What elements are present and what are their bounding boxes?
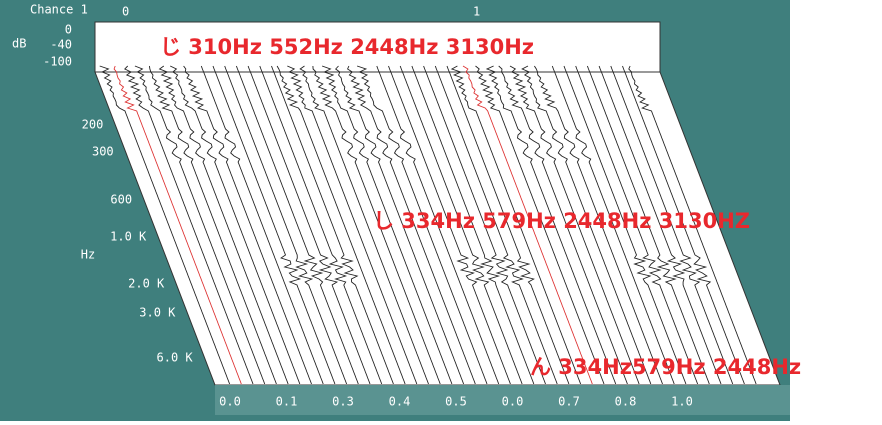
marker-label: 1 <box>473 5 480 19</box>
page: {"header": {"channel": "Chance 1", "mark… <box>0 0 882 421</box>
freq-label: 600 <box>110 193 132 207</box>
freq-label: 1.0 K <box>110 230 147 244</box>
db-label: -40 <box>50 38 72 52</box>
time-label: 1.0 <box>671 395 693 409</box>
annotation: ん 334Hz579Hz 2448Hz <box>530 355 801 379</box>
channel-label: Chance 1 <box>30 3 88 17</box>
db-label: 0 <box>65 23 72 37</box>
time-label: 0.0 <box>219 395 241 409</box>
time-label: 0.5 <box>445 395 467 409</box>
db-label: -100 <box>43 55 72 69</box>
time-label: 0.3 <box>332 395 354 409</box>
annotation: じ 310Hz 552Hz 2448Hz 3130Hz <box>160 35 534 59</box>
freq-label: 200 <box>82 118 104 132</box>
freq-label: 2.0 K <box>128 277 165 291</box>
time-label: 0.4 <box>389 395 411 409</box>
annotation: し 334Hz 579Hz 2448Hz 3130HZ <box>373 209 750 233</box>
db-unit: dB <box>12 37 26 51</box>
spectrum-window: Chance 1 0 1 dB Hz 0-40-1002003006001.0 … <box>0 0 882 421</box>
time-label: 0.0 <box>502 395 524 409</box>
time-label: 0.8 <box>615 395 637 409</box>
freq-label: 300 <box>92 145 114 159</box>
marker-label: 0 <box>122 5 129 19</box>
time-label: 0.7 <box>558 395 580 409</box>
freq-label: 3.0 K <box>139 306 176 320</box>
time-label: 0.1 <box>276 395 298 409</box>
hz-unit: Hz <box>81 248 95 262</box>
freq-label: 6.0 K <box>157 351 194 365</box>
